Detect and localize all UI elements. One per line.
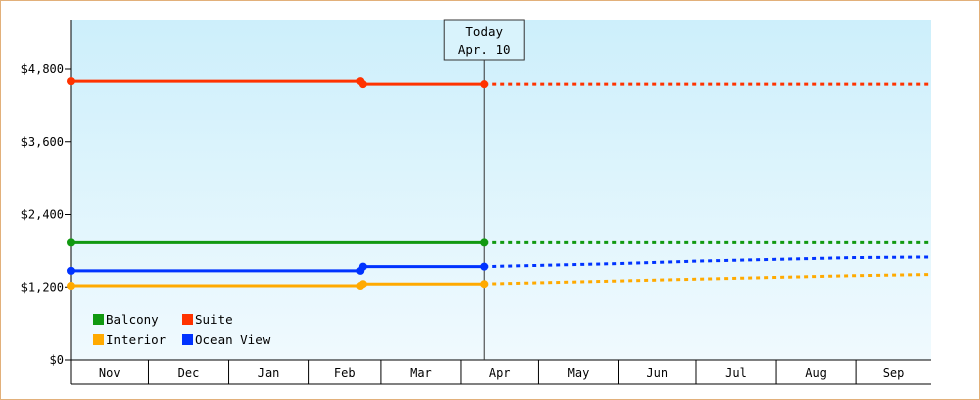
y-axis: $0 $1,200 $2,400 $3,600 $4,800 (21, 20, 72, 384)
series-point (67, 238, 75, 247)
today-label: Today (465, 24, 503, 39)
legend-label: Suite (195, 312, 233, 327)
legend-label: Balcony (106, 312, 159, 327)
x-tick-label: May (568, 366, 590, 380)
x-tick-label: Jun (646, 366, 668, 380)
plot-background (71, 20, 931, 360)
series-point (358, 280, 367, 289)
x-axis: Nov Dec Jan Feb Mar Apr May Jun Jul Aug Sep (71, 359, 931, 385)
x-tick-label: Nov (99, 366, 121, 380)
legend-label: Interior (106, 332, 167, 347)
series-point (67, 77, 75, 86)
y-tick-label: $4,800 (21, 62, 64, 76)
today-label-box (443, 19, 525, 61)
y-tick-label: $1,200 (21, 280, 64, 294)
series-point (67, 282, 75, 291)
today-date-label: Apr. 10 (458, 42, 511, 57)
series-point (480, 238, 489, 247)
series-lines (67, 77, 932, 291)
series-forecast-line (484, 273, 932, 286)
x-tick-label: Jul (725, 366, 747, 380)
series-point (480, 262, 489, 271)
x-tick-label: Sep (883, 366, 905, 380)
legend: Balcony Suite Interior Ocean View (93, 312, 271, 347)
y-tick-label: $3,600 (21, 135, 64, 149)
series-point (358, 262, 367, 271)
legend-swatch (93, 334, 104, 345)
series-interior (67, 273, 932, 291)
series-point (480, 280, 489, 289)
legend-label: Ocean View (195, 332, 271, 347)
y-tick-label: $2,400 (21, 208, 64, 222)
series-balcony (67, 238, 931, 247)
x-tick-label: Dec (178, 366, 200, 380)
legend-swatch (182, 334, 193, 345)
x-tick-label: Feb (334, 366, 356, 380)
x-tick-label: Jan (258, 366, 280, 380)
series-suite (67, 77, 931, 89)
x-tick-label: Aug (805, 366, 827, 380)
series-point (480, 80, 489, 89)
today-marker: Today Apr. 10 (443, 19, 525, 360)
y-tick-label: $0 (50, 353, 64, 367)
series-ocean-view (67, 255, 932, 275)
x-tick-label: Apr (489, 366, 511, 380)
series-forecast-line (484, 255, 932, 269)
series-point (358, 80, 367, 89)
legend-swatch (182, 314, 193, 325)
legend-swatch (93, 314, 104, 325)
x-tick-label: Mar (410, 366, 432, 380)
series-point (67, 266, 75, 275)
